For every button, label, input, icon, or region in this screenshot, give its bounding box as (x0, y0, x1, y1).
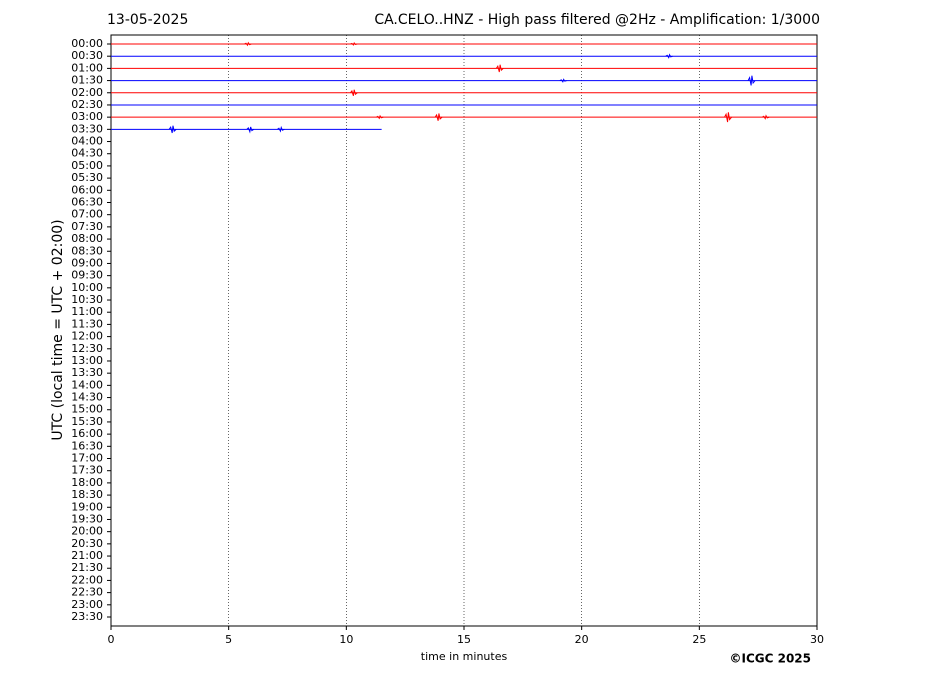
y-tick-label: 14:00 (71, 378, 103, 391)
y-tick-label: 10:30 (71, 293, 103, 306)
spike (495, 64, 504, 73)
spike (761, 114, 770, 120)
y-tick-label: 07:30 (71, 220, 103, 233)
spike (376, 114, 384, 120)
date-title: 13-05-2025 (107, 12, 188, 28)
y-tick-label: 11:00 (71, 305, 103, 318)
x-tick-label: 0 (108, 633, 115, 646)
y-tick-label: 18:30 (71, 488, 103, 501)
spike (244, 41, 252, 47)
spike (350, 42, 358, 46)
y-tick-label: 19:30 (71, 512, 103, 525)
y-tick-label: 13:00 (71, 354, 103, 367)
y-tick-label: 01:30 (71, 74, 103, 87)
y-tick-label: 03:00 (71, 110, 103, 123)
spike (747, 75, 756, 86)
y-tick-label: 23:30 (71, 610, 103, 623)
y-tick-label: 15:00 (71, 403, 103, 416)
x-tick-label: 5 (225, 633, 232, 646)
spike (277, 125, 285, 133)
y-tick-label: 04:30 (71, 147, 103, 160)
x-tick-label: 20 (575, 633, 589, 646)
y-tick-label: 16:30 (71, 439, 103, 452)
spike (168, 125, 177, 134)
spike (246, 126, 255, 134)
chart-title: CA.CELO..HNZ - High pass filtered @2Hz -… (374, 12, 820, 28)
x-axis-label: time in minutes (421, 650, 508, 663)
x-tick-label: 10 (339, 633, 353, 646)
y-tick-label: 11:30 (71, 317, 103, 330)
y-tick-label: 08:00 (71, 232, 103, 245)
y-tick-label: 19:00 (71, 500, 103, 513)
y-tick-label: 15:30 (71, 415, 103, 428)
y-axis-label: UTC (local time = UTC + 02:00) (50, 219, 66, 440)
y-tick-label: 12:30 (71, 342, 103, 355)
y-tick-label: 02:00 (71, 86, 103, 99)
spike (665, 53, 673, 59)
y-tick-label: 01:00 (71, 61, 103, 74)
y-tick-label: 06:30 (71, 195, 103, 208)
y-tick-label: 05:30 (71, 171, 103, 184)
y-tick-label: 14:30 (71, 391, 103, 404)
y-tick-label: 07:00 (71, 208, 103, 221)
spike (434, 113, 443, 121)
credit: ©ICGC 2025 (729, 652, 811, 666)
y-tick-label: 10:00 (71, 281, 103, 294)
y-tick-label: 17:00 (71, 452, 103, 465)
x-tick-label: 15 (457, 633, 471, 646)
y-tick-label: 02:30 (71, 98, 103, 111)
y-tick-label: 00:30 (71, 49, 103, 62)
y-tick-label: 21:00 (71, 549, 103, 562)
y-tick-label: 09:00 (71, 256, 103, 269)
y-tick-label: 00:00 (71, 37, 103, 50)
y-tick-label: 17:30 (71, 464, 103, 477)
y-tick-label: 16:00 (71, 427, 103, 440)
y-tick-label: 03:30 (71, 122, 103, 135)
y-tick-label: 06:00 (71, 183, 103, 196)
y-tick-label: 09:30 (71, 269, 103, 282)
spike (724, 112, 732, 123)
y-tick-label: 23:00 (71, 598, 103, 611)
y-tick-label: 21:30 (71, 561, 103, 574)
y-tick-label: 05:00 (71, 159, 103, 172)
y-tick-label: 20:00 (71, 525, 103, 538)
spike (350, 89, 358, 96)
y-tick-label: 13:30 (71, 366, 103, 379)
y-tick-label: 18:00 (71, 476, 103, 489)
x-tick-label: 25 (692, 633, 706, 646)
y-tick-label: 20:30 (71, 537, 103, 550)
y-tick-label: 12:00 (71, 330, 103, 343)
y-tick-label: 22:30 (71, 586, 103, 599)
y-tick-label: 04:00 (71, 135, 103, 148)
plot-frame (110, 34, 818, 627)
y-tick-label: 22:00 (71, 573, 103, 586)
spike (559, 78, 567, 83)
x-tick-label: 30 (810, 633, 824, 646)
y-tick-label: 08:30 (71, 244, 103, 257)
